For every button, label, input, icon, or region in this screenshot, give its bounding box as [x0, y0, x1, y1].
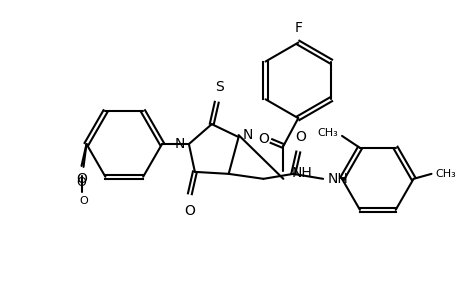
Text: N: N	[242, 128, 252, 142]
Text: O: O	[76, 172, 87, 186]
Text: O: O	[294, 130, 305, 144]
Text: O: O	[184, 204, 195, 218]
Text: O: O	[76, 176, 86, 189]
Text: O: O	[79, 196, 88, 206]
Text: N: N	[174, 137, 185, 151]
Text: NH: NH	[291, 166, 311, 180]
Text: O: O	[257, 132, 269, 146]
Text: CH₃: CH₃	[435, 169, 455, 179]
Text: S: S	[215, 80, 224, 94]
Text: CH₃: CH₃	[317, 128, 337, 138]
Text: NH: NH	[327, 172, 348, 186]
Text: F: F	[294, 21, 302, 35]
